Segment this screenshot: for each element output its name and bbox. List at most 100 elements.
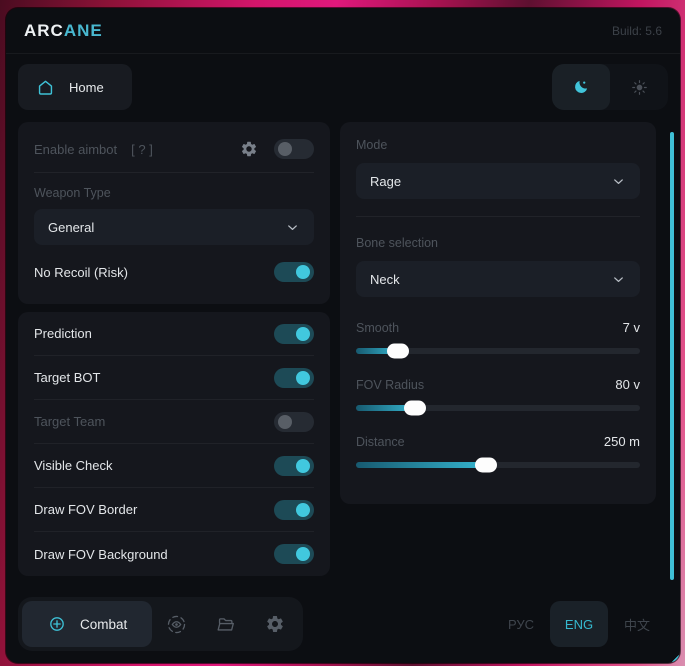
fov-radius-slider-group: FOV Radius 80 v [356,377,640,416]
theme-switcher [552,64,668,110]
folder-open-icon [217,617,235,631]
divider [356,216,640,217]
slider-fill [356,457,497,473]
bone-value: Neck [370,271,400,287]
slider-fill [356,343,409,359]
fov-radius-label: FOV Radius [356,377,425,392]
toggle-knob [296,326,310,341]
mode-value: Rage [370,173,402,189]
light-mode-button[interactable] [610,64,668,110]
footer-bar: Combat РУС [6,589,680,663]
toggle-knob [296,547,310,561]
mode-dropdown[interactable]: Rage [356,163,640,199]
toggle-knob [278,414,292,429]
build-version: Build: 5.6 [611,23,662,38]
home-icon [38,80,53,95]
language-rus[interactable]: РУС [507,616,535,632]
slider-fill [356,400,426,416]
smooth-value: 7 v [622,320,640,335]
distance-value: 250 m [603,434,640,449]
toggle-label: Draw FOV Background [34,546,168,562]
aimbot-help[interactable]: [ ? ] [131,141,153,157]
tab-combat[interactable]: Combat [22,601,153,647]
left-column: Enable aimbot [ ? ] Weapon Type General [18,122,330,576]
enable-aimbot-toggle[interactable] [274,139,314,159]
toggle-label: Visible Check [34,458,113,473]
bone-selection-label: Bone selection [356,236,439,250]
toggle-label: Draw FOV Border [34,502,138,517]
no-recoil-row: No Recoil (Risk) [34,245,314,299]
eye-scan-icon [168,615,186,633]
mode-label: Mode [356,138,388,152]
toggle-knob [278,142,292,156]
tab-settings[interactable] [250,601,299,647]
combat-label: Combat [80,616,128,632]
draw-fov-border-toggle[interactable] [274,499,314,520]
aimbot-settings-gear-icon[interactable] [240,140,258,158]
tab-visuals[interactable] [152,601,201,647]
chevron-down-icon [288,224,297,230]
smooth-slider-group: Smooth 7 v [356,320,640,359]
language-zh[interactable]: 中文 [623,617,650,633]
fov-radius-value: 80 v [615,377,640,392]
enable-aimbot-label: Enable aimbot [34,141,118,157]
aimbot-card: Enable aimbot [ ? ] Weapon Type General [18,122,330,304]
toggle-label: Target Team [34,414,106,429]
home-button[interactable]: Home [18,64,132,110]
app-logo: ARCANE [24,21,103,41]
bone-selection-dropdown[interactable]: Neck [356,261,640,297]
home-label: Home [69,79,104,95]
fov-radius-slider[interactable] [356,400,640,416]
visible-check-toggle[interactable] [274,455,314,476]
no-recoil-toggle[interactable] [274,262,314,282]
toggle-knob [296,265,310,279]
gear-icon [266,616,283,632]
no-recoil-label: No Recoil (Risk) [34,264,128,280]
distance-label: Distance [356,434,405,449]
toggle-knob [296,502,310,517]
toggle-label: Prediction [34,326,92,341]
toggle-row-target-bot: Target BOT [34,356,314,400]
toggle-row-target-team: Target Team [34,400,314,444]
weapon-type-value: General [48,219,95,235]
toggles-card: Prediction Target BOT Target Team Visibl… [18,312,330,576]
smooth-label: Smooth [356,320,400,335]
footer-tabs: Combat [18,597,304,651]
slider-knob[interactable] [386,343,409,359]
language-eng[interactable]: ENG [550,601,608,647]
prediction-toggle[interactable] [274,323,314,344]
toggle-row-visible-check: Visible Check [34,444,314,488]
target-team-toggle[interactable] [274,411,314,432]
toggle-row-prediction: Prediction [34,312,314,356]
chevron-down-icon [614,178,623,184]
chevron-down-icon [614,276,623,282]
nav-bar: Home [6,54,680,120]
weapon-type-dropdown[interactable]: General [34,209,314,245]
crosshair-icon [50,617,64,631]
app-window: ARCANE Build: 5.6 Home [6,8,680,663]
tab-configs[interactable] [201,601,250,647]
content-area: Enable aimbot [ ? ] Weapon Type General [6,120,680,589]
toggle-row-draw-fov-background: Draw FOV Background [34,532,314,576]
smooth-slider[interactable] [356,343,640,359]
language-switcher: РУС ENG 中文 [492,601,666,647]
logo-suffix: ANE [63,20,103,40]
toggle-knob [296,370,310,385]
target-bot-toggle[interactable] [274,367,314,388]
divider [34,172,314,173]
enable-aimbot-row: Enable aimbot [ ? ] [34,122,314,172]
title-bar: ARCANE Build: 5.6 [6,8,680,54]
logo-prefix: ARC [24,20,64,40]
slider-knob[interactable] [474,457,497,473]
vertical-scrollbar[interactable] [670,132,674,580]
distance-slider[interactable] [356,457,640,473]
targeting-card: Mode Rage Bone selection Neck Smooth 7 v [340,122,656,504]
slider-knob[interactable] [403,400,426,416]
sun-icon [631,79,647,95]
resize-grip-icon[interactable] [671,654,679,662]
moon-icon [575,80,588,93]
weapon-type-label: Weapon Type [34,186,111,200]
dark-mode-button[interactable] [552,64,610,110]
draw-fov-background-toggle[interactable] [274,544,314,564]
distance-slider-group: Distance 250 m [356,434,640,473]
